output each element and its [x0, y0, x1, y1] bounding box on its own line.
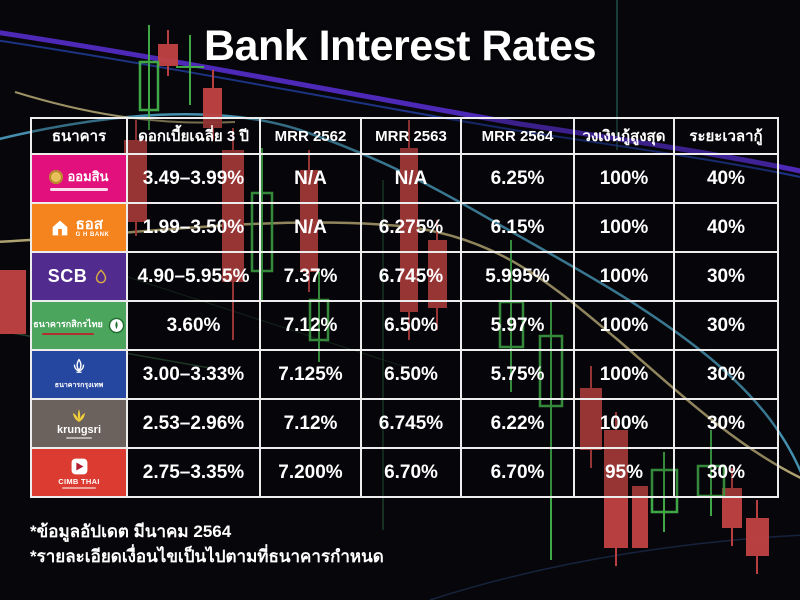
bank-name-gsb: ออมสิน: [67, 169, 109, 184]
bank-logo-gsb: ออมสิน: [30, 153, 128, 204]
footnote-conditions: *รายละเอียดเงื่อนไขเป็นไปตามที่ธนาคารกำห…: [30, 546, 384, 566]
footnote-updated: *ข้อมูลอัปเดต มีนาคม 2564: [30, 522, 232, 541]
table-cell: 6.70%: [460, 447, 575, 498]
table-cell: 6.745%: [360, 398, 462, 449]
table-cell: 6.745%: [360, 251, 462, 302]
table-cell: 4.90–5.955%: [126, 251, 261, 302]
column-header-max-loan: วงเงินกู้สูงสุด: [573, 117, 675, 155]
footnotes: *ข้อมูลอัปเดต มีนาคม 2564 *รายละเอียดเงื…: [30, 520, 384, 569]
column-header-mrr-2564: MRR 2564: [460, 117, 575, 155]
table-row-cimb: CIMB THAI 2.75–3.35% 7.200% 6.70% 6.70% …: [30, 447, 779, 498]
table-cell: 3.60%: [126, 300, 261, 351]
table-cell: 3.00–3.33%: [126, 349, 261, 400]
table-cell: 6.50%: [360, 300, 462, 351]
table-cell: 30%: [673, 300, 779, 351]
bbl-lotus-icon: [73, 358, 85, 373]
table-cell: 40%: [673, 202, 779, 253]
header-row: ธนาคาร ดอกเบี้ยเฉลี่ย 3 ปี MRR 2562 MRR …: [30, 117, 779, 155]
table-cell: 5.995%: [460, 251, 575, 302]
bank-name-cimb: CIMB THAI: [58, 476, 100, 486]
table-cell: 30%: [673, 398, 779, 449]
table-cell: N/A: [259, 202, 362, 253]
page-title: Bank Interest Rates: [204, 22, 597, 70]
table-cell: 30%: [673, 447, 779, 498]
table-cell: 1.99–3.50%: [126, 202, 261, 253]
table-cell: 30%: [673, 349, 779, 400]
table-cell: 40%: [673, 153, 779, 204]
bank-logo-krungsri: krungsri: [30, 398, 128, 449]
cimb-tagline-bar: [62, 486, 96, 489]
table-cell: 100%: [573, 153, 675, 204]
table-cell: 6.275%: [360, 202, 462, 253]
bank-subname-ghb: G H BANK: [75, 232, 110, 238]
table-cell: N/A: [360, 153, 462, 204]
table-row-gsb: ออมสิน 3.49–3.99% N/A N/A 6.25% 100% 40%: [30, 153, 779, 204]
column-header-loan-term: ระยะเวลากู้: [673, 117, 779, 155]
gsb-emblem-icon: [49, 169, 64, 184]
table-cell: 7.37%: [259, 251, 362, 302]
table-row-kbank: ธนาคารกสิกรไทย 3.60% 7.12% 6.50% 5.97% 1…: [30, 300, 779, 351]
table-cell: 6.25%: [460, 153, 575, 204]
table-cell: 100%: [573, 300, 675, 351]
bank-logo-cimb: CIMB THAI: [30, 447, 128, 498]
bank-logo-ghb: ธอส G H BANK: [30, 202, 128, 253]
bank-name-scb: SCB: [47, 266, 88, 286]
table-row-scb: SCB 4.90–5.955% 7.37% 6.745% 5.995% 100%…: [30, 251, 779, 302]
table-cell: 5.75%: [460, 349, 575, 400]
bank-name-bbl: ธนาคารกรุงเทพ: [54, 382, 104, 389]
ghb-house-icon: [52, 220, 67, 235]
bank-name-krungsri: krungsri: [56, 424, 101, 436]
table-cell: 7.125%: [259, 349, 362, 400]
krungsri-petals-icon: [73, 409, 85, 422]
bank-logo-bbl: ธนาคารกรุงเทพ: [30, 349, 128, 400]
table-row-bbl: ธนาคารกรุงเทพ 3.00–3.33% 7.125% 6.50% 5.…: [30, 349, 779, 400]
table-cell: N/A: [259, 153, 362, 204]
table-cell: 100%: [573, 398, 675, 449]
column-header-bank: ธนาคาร: [30, 117, 128, 155]
table-cell: 100%: [573, 251, 675, 302]
table-cell: 5.97%: [460, 300, 575, 351]
table-row-ghb: ธอส G H BANK 1.99–3.50% N/A 6.275% 6.15%…: [30, 202, 779, 253]
table-row-krungsri: krungsri 2.53–2.96% 7.12% 6.745% 6.22% 1…: [30, 398, 779, 449]
table-cell: 2.53–2.96%: [126, 398, 261, 449]
table-cell: 6.22%: [460, 398, 575, 449]
cimb-arrow-icon: [71, 458, 87, 474]
krungsri-tagline-bar: [66, 437, 92, 439]
table-cell: 7.12%: [259, 300, 362, 351]
column-header-avg-3yr: ดอกเบี้ยเฉลี่ย 3 ปี: [126, 117, 261, 155]
table-cell: 6.70%: [360, 447, 462, 498]
interest-rates-table: ธนาคาร ดอกเบี้ยเฉลี่ย 3 ปี MRR 2562 MRR …: [30, 117, 779, 498]
table-cell: 2.75–3.35%: [126, 447, 261, 498]
column-header-mrr-2563: MRR 2563: [360, 117, 462, 155]
table-cell: 6.15%: [460, 202, 575, 253]
table-cell: 6.50%: [360, 349, 462, 400]
table-cell: 7.12%: [259, 398, 362, 449]
table-cell: 7.200%: [259, 447, 362, 498]
kbank-tagline-bar: [41, 332, 94, 335]
gsb-tagline-bar: [50, 188, 108, 191]
bank-logo-scb: SCB: [30, 251, 128, 302]
kbank-emblem-icon: [108, 317, 125, 334]
table-cell: 100%: [573, 349, 675, 400]
column-header-mrr-2562: MRR 2562: [259, 117, 362, 155]
table-cell: 30%: [673, 251, 779, 302]
table-cell: 100%: [573, 202, 675, 253]
table-cell: 95%: [573, 447, 675, 498]
bank-name-kbank: ธนาคารกสิกรไทย: [33, 318, 103, 329]
bank-name-ghb: ธอส: [75, 216, 103, 233]
table-cell: 3.49–3.99%: [126, 153, 261, 204]
scb-flame-icon: [95, 268, 107, 283]
bank-logo-kbank: ธนาคารกสิกรไทย: [30, 300, 128, 351]
